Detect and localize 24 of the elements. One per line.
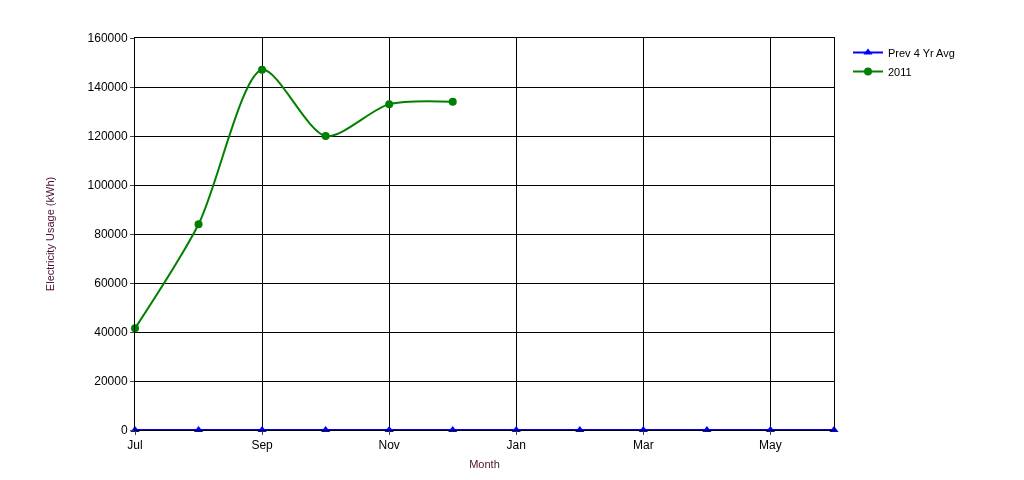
x-tick-label: Mar xyxy=(633,438,654,453)
y-tick-label: 60000 xyxy=(94,276,128,291)
y-tick-label: 20000 xyxy=(94,374,128,389)
x-tick-label: Jan xyxy=(506,438,526,453)
point xyxy=(194,220,203,229)
x-axis-title: Month xyxy=(469,457,500,470)
point xyxy=(448,97,457,106)
legend-label: Prev 4 Yr Avg xyxy=(887,46,955,59)
legend-label: 2011 xyxy=(887,65,912,78)
y-tick-label: 80000 xyxy=(94,227,128,242)
point xyxy=(258,65,267,74)
y-tick-label: 100000 xyxy=(87,178,128,193)
y-tick-label: 160000 xyxy=(87,31,128,46)
y-tick-label: 140000 xyxy=(87,80,128,95)
point xyxy=(321,132,330,140)
y-tick-label: 40000 xyxy=(94,325,128,340)
x-tick-label: Sep xyxy=(251,438,274,453)
y-tick-label: 120000 xyxy=(87,129,128,144)
x-tick-label: Nov xyxy=(378,438,400,453)
x-tick-label: May xyxy=(759,438,782,453)
y-axis-title: Electricity Usage (kWh) xyxy=(44,176,57,292)
point xyxy=(385,100,394,109)
y-tick-label: 0 xyxy=(120,423,128,438)
x-tick-label: Jul xyxy=(127,438,143,453)
